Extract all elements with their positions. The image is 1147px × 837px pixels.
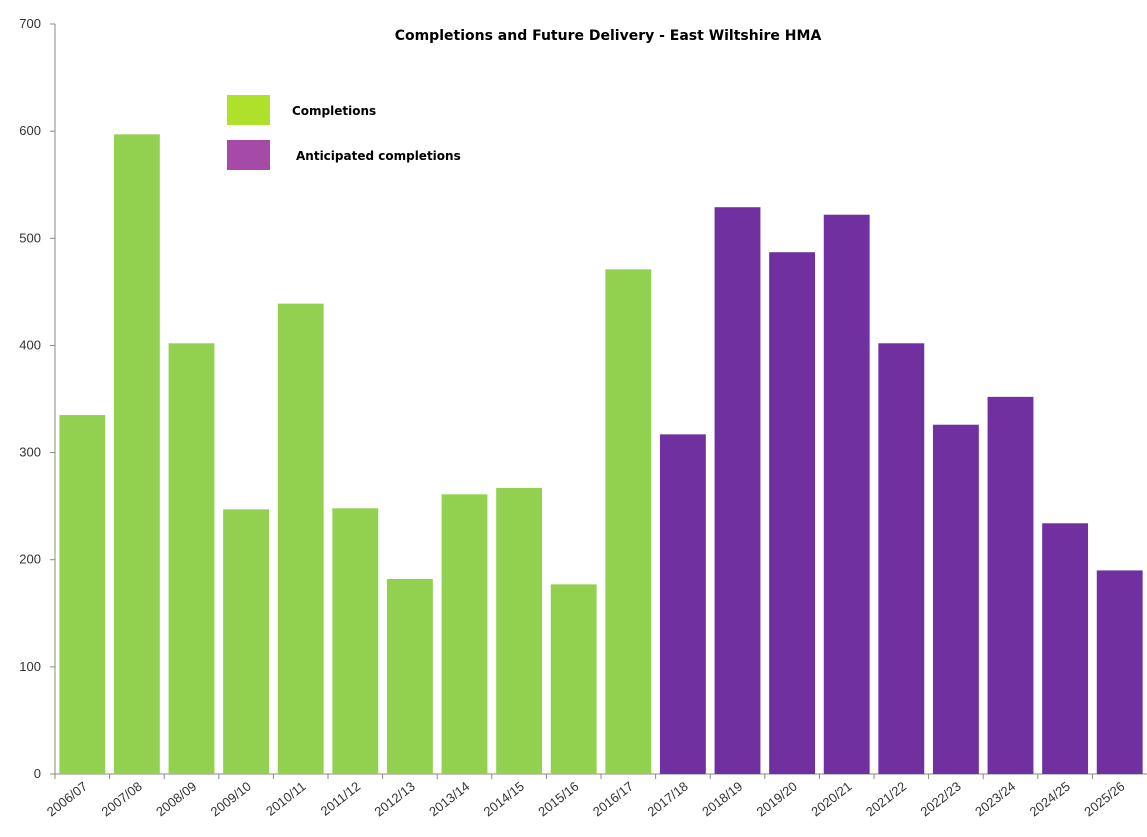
x-tick-label: 2010/11 [263,779,309,819]
legend-swatch-anticipated [227,140,270,170]
x-tick-label: 2020/21 [808,779,854,820]
bar-2025-26 [1096,570,1143,774]
x-tick-label: 2008/09 [153,779,199,820]
bar-2013-14 [441,494,488,774]
y-tick-label: 100 [19,659,41,674]
x-tick-label: 2012/13 [371,779,417,820]
x-tick-label: 2007/08 [98,779,144,820]
x-tick-label: 2006/07 [44,779,90,820]
y-tick-label: 600 [19,123,41,138]
x-tick-label: 2025/26 [1081,779,1127,820]
y-tick-label: 0 [34,766,41,781]
bar-2019-20 [769,252,816,774]
legend-label-completions: Completions [292,104,376,118]
x-tick-label: 2019/20 [754,779,800,820]
x-tick-label: 2022/23 [917,779,963,820]
bar-2021-22 [878,343,925,774]
bar-2022-23 [932,424,979,774]
y-tick-label: 700 [19,16,41,31]
bar-2018-19 [714,207,761,774]
bar-2024-25 [1042,523,1089,774]
y-tick-label: 300 [19,445,41,460]
y-tick-label: 500 [19,230,41,245]
chart-title: Completions and Future Delivery - East W… [395,28,822,44]
x-tick-label: 2018/19 [699,779,745,820]
bar-2010-11 [277,303,324,774]
bar-2007-08 [113,134,160,774]
x-tick-label: 2011/12 [318,779,364,819]
x-tick-label: 2024/25 [1027,779,1073,820]
x-tick-label: 2013/14 [426,779,472,820]
bar-2016-17 [605,269,652,774]
x-axis: 2006/07 2007/08 2008/09 2009/10 2010/11 2011/… [44,773,1147,820]
x-tick-label: 2021/22 [863,779,909,820]
legend-label-anticipated: Anticipated completions [296,149,461,163]
bar-2006-07 [59,415,106,774]
bar-2020-21 [823,214,870,774]
bar-2012-13 [386,579,433,774]
bar-2009-10 [223,509,270,774]
x-tick-label: 2009/10 [208,779,254,820]
bar-2008-09 [168,343,215,774]
x-tick-label: 2016/17 [590,779,636,820]
bar-2017-18 [659,434,706,774]
bar-2014-15 [496,487,543,774]
legend: Completions Anticipated completions [227,95,461,170]
y-axis: 0 100 200 300 400 500 600 700 [19,16,56,781]
x-tick-label: 2015/16 [535,779,581,820]
bar-2011-12 [332,508,379,774]
bar-2015-16 [550,584,597,774]
y-tick-label: 400 [19,337,41,352]
x-tick-label: 2023/24 [972,779,1018,820]
bars-group [59,134,1143,774]
legend-swatch-completions [227,95,270,125]
bar-2023-24 [987,396,1034,774]
y-tick-label: 200 [19,552,41,567]
x-tick-label: 2014/15 [481,779,527,820]
x-tick-label: 2017/18 [644,779,690,820]
